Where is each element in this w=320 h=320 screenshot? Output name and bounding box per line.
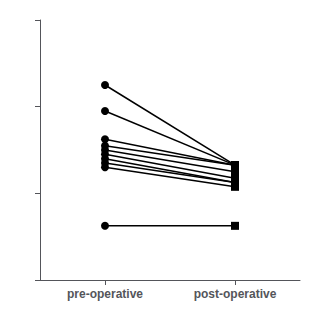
svg-text:pre-operative: pre-operative: [67, 287, 143, 301]
svg-text:post-operative: post-operative: [194, 287, 277, 301]
